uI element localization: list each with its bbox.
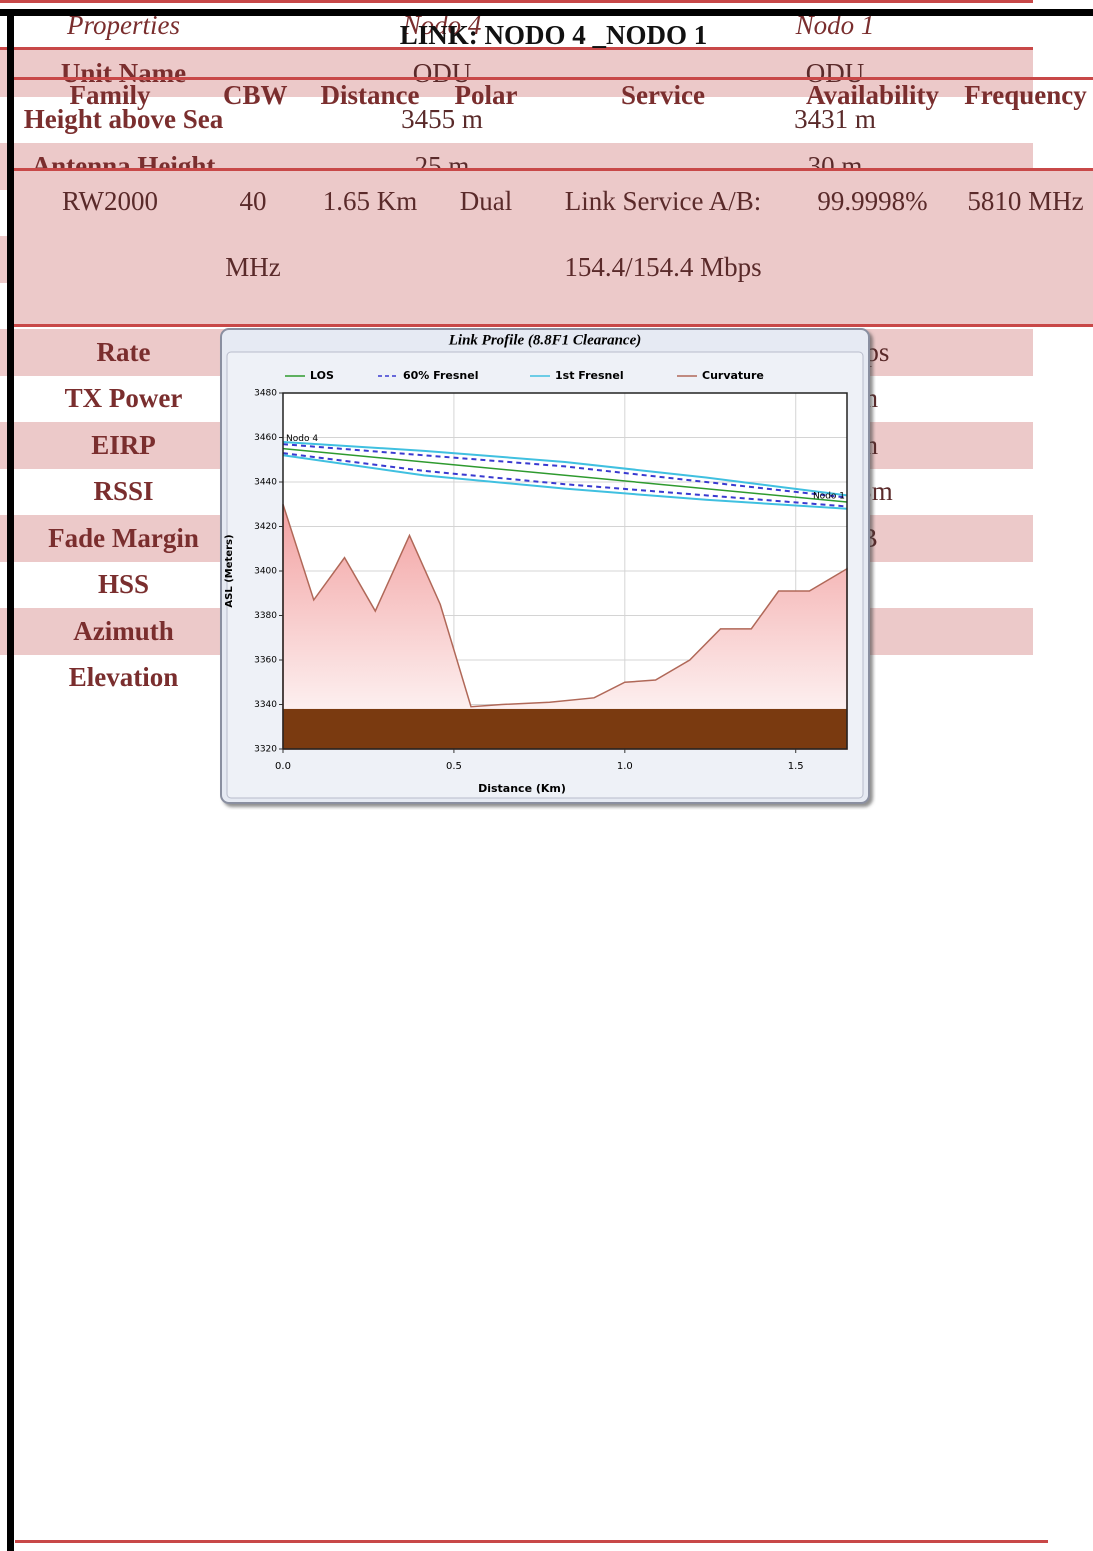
y-tick-label: 3320 — [254, 745, 277, 755]
rule — [14, 168, 1093, 171]
legend-label: LOS — [310, 369, 334, 382]
y-tick-label: 3360 — [254, 656, 277, 666]
header-cell: CBW — [223, 80, 288, 110]
x-tick-label: 0.0 — [275, 761, 291, 772]
series-line — [282, 440, 848, 497]
row-label: Unit Name — [0, 48, 247, 97]
x-tick-label: 1.5 — [788, 761, 804, 772]
legend-label: Curvature — [702, 369, 764, 382]
series-line — [282, 443, 848, 499]
value-cell: Dual — [459, 186, 513, 216]
rule — [14, 77, 1093, 80]
cell: ODU — [247, 48, 637, 97]
value-cell: 99.9998% — [817, 186, 928, 216]
value-cell: 40 MHz — [225, 186, 281, 282]
y-tick-label: 3380 — [254, 611, 277, 621]
column-header: Nodo 1 — [637, 0, 1033, 50]
x-axis-label: Distance (Km) — [478, 782, 566, 795]
series-line — [282, 447, 848, 503]
legend-label: 60% Fresnel — [403, 369, 478, 382]
row-label: Height above Sea — [23, 104, 224, 135]
plot-border — [282, 392, 848, 750]
y-tick-label: 3480 — [254, 389, 277, 399]
y-tick-label: 3420 — [254, 522, 277, 532]
node-annotation: Nodo 4 — [286, 434, 318, 444]
border-left — [7, 9, 14, 1551]
value-cell: Link Service A/B: 154.4/154.4 Mbps — [564, 186, 762, 282]
row-label: HSS — [97, 569, 150, 600]
y-axis-label: ASL (Meters) — [224, 534, 235, 607]
row-label: Rate — [0, 329, 247, 376]
cell: ODU — [637, 48, 1033, 97]
cell: 3431 m — [794, 104, 876, 135]
value-cell: RW2000 — [61, 186, 158, 216]
y-tick-label: 3400 — [254, 567, 277, 577]
x-tick-label: 1.0 — [617, 761, 633, 772]
y-tick-label: 3440 — [254, 478, 277, 488]
x-tick-label: 0.5 — [446, 761, 462, 772]
link-profile-chart: Link Profile (8.8F1 Clearance) Distance … — [220, 328, 870, 804]
y-tick-label: 3460 — [254, 433, 277, 443]
row-label: Azimuth — [0, 608, 247, 655]
row-label: Elevation — [68, 662, 179, 693]
header-cell: Availability — [805, 80, 939, 110]
table-row: Unit Name ODU ODU — [0, 48, 1033, 97]
rule — [14, 324, 1093, 327]
row-label: RSSI — [93, 476, 154, 507]
row-label: TX Power — [64, 383, 183, 414]
series-line — [282, 454, 848, 510]
series-line — [282, 452, 848, 508]
rule — [15, 1540, 1048, 1543]
legend-label: 1st Fresnel — [555, 369, 624, 382]
y-tick-label: 3340 — [254, 700, 277, 710]
value-cell: 5810 MHz — [967, 186, 1084, 216]
header-cell: Distance — [320, 80, 420, 110]
node-annotation: Nodo 1 — [813, 492, 845, 502]
chart-title: Link Profile (8.8F1 Clearance) — [448, 332, 641, 348]
header-cell: Frequency — [964, 80, 1087, 110]
link-title: LINK: NODO 4 _NODO 1 — [399, 20, 708, 50]
row-label: EIRP — [0, 422, 247, 469]
header-cell: Service — [621, 80, 705, 110]
value-cell: 1.65 Km — [322, 186, 418, 216]
terrain-area — [282, 504, 848, 750]
cell: 3455 m — [401, 104, 483, 135]
header-cell: Polar — [454, 80, 518, 110]
row-label: Fade Margin — [0, 515, 247, 562]
border-top — [0, 9, 1093, 16]
ground-base — [283, 708, 847, 749]
table-row: Height above Sea 3455 m 3431 m — [0, 97, 1033, 144]
header-cell: Family — [69, 80, 151, 110]
value-band — [14, 170, 1093, 325]
